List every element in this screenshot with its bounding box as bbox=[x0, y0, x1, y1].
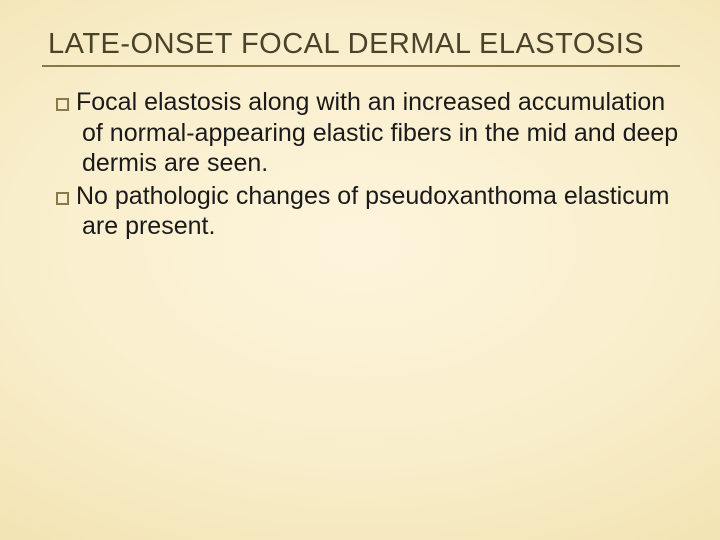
bullet-list: Focal elastosis along with an increased … bbox=[48, 87, 680, 242]
list-item: Focal elastosis along with an increased … bbox=[56, 87, 680, 179]
square-bullet-icon bbox=[56, 192, 69, 205]
slide: LATE-ONSET FOCAL DERMAL ELASTOSIS Focal … bbox=[0, 0, 720, 540]
square-bullet-icon bbox=[56, 98, 69, 111]
slide-title: LATE-ONSET FOCAL DERMAL ELASTOSIS bbox=[42, 28, 680, 67]
list-item: No pathologic changes of pseudoxanthoma … bbox=[56, 181, 680, 242]
bullet-text: Focal elastosis along with an increased … bbox=[76, 88, 678, 177]
bullet-text: No pathologic changes of pseudoxanthoma … bbox=[76, 182, 669, 241]
